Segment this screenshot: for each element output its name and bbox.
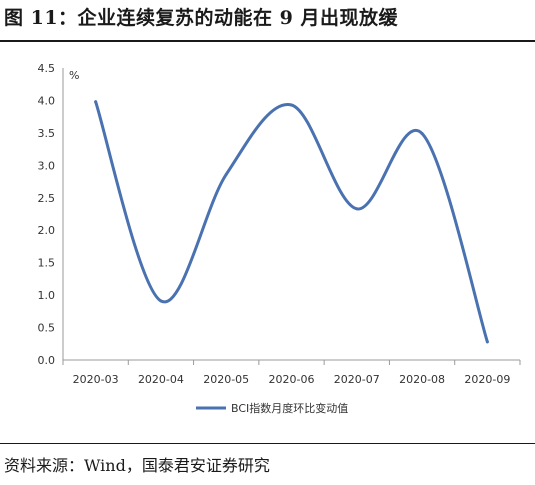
y-axis-ticks: 0.0 0.5 1.0 1.5 2.0 2.5 3.0 3.5 4.0 4.5 [38, 62, 56, 367]
y-tick-label: 3.5 [38, 127, 56, 140]
y-tick-label: 4.5 [38, 62, 56, 75]
x-tick-label: 2020-04 [138, 373, 184, 386]
series-points [94, 100, 489, 344]
x-tick-label: 2020-09 [464, 373, 510, 386]
line-chart: 0.00.51.01.52.02.53.03.54.04.5 2020-03 20… [38, 62, 521, 415]
x-tick-label: 2020-06 [269, 373, 315, 386]
data-point [224, 172, 228, 176]
y-tick-label: 1.0 [38, 289, 56, 302]
source-note: 资料来源：Wind，国泰君安证券研究 [4, 456, 270, 475]
y-tick-label: 0.5 [38, 322, 56, 335]
data-point [355, 207, 359, 211]
y-tick-label: 4.0 [38, 94, 56, 107]
x-tick-label: 2020-05 [203, 373, 249, 386]
y-unit-label: % [69, 69, 79, 82]
y-tick-label: 0.0 [38, 354, 56, 367]
source-divider [0, 443, 535, 444]
legend: BCI指数月度环比变动值 [196, 401, 348, 415]
x-tick-label: 2020-08 [399, 373, 445, 386]
series-line-bci [94, 100, 489, 344]
y-tick-label: 3.0 [38, 159, 56, 172]
title-divider [0, 40, 535, 42]
data-point [94, 100, 98, 104]
figure-title: 图 11：企业连续复苏的动能在 9 月出现放缓 [4, 7, 399, 29]
x-tick-label: 2020-03 [73, 373, 119, 386]
y-tick-label: 2.5 [38, 192, 56, 205]
x-tick-label: 2020-07 [334, 373, 380, 386]
data-point [159, 299, 163, 303]
data-point [290, 103, 293, 107]
x-axis-ticks: 2020-03 2020-04 2020-05 2020-06 2020-07 2020-… [62, 360, 521, 386]
y-tick-label: 2.0 [38, 224, 56, 237]
data-point [485, 340, 489, 344]
data-point [420, 132, 424, 136]
legend-label: BCI指数月度环比变动值 [231, 401, 348, 415]
y-tick-label: 1.5 [38, 257, 56, 270]
